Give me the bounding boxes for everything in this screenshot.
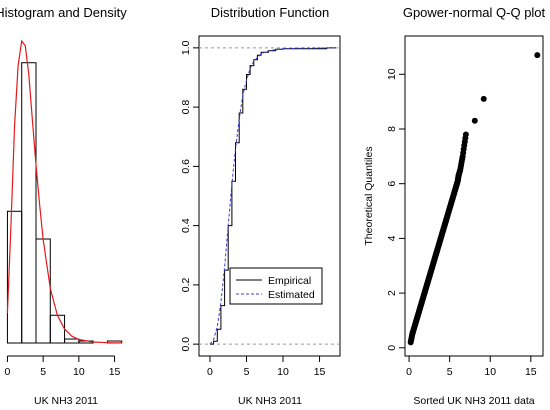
legend-estimated-label: Estimated [268, 289, 315, 301]
cdf-series-estimated [209, 47, 335, 345]
cdf-y-tick-label: 1.0 [180, 40, 192, 55]
histogram-xlabel: UK NH3 2011 [34, 395, 98, 407]
histogram-bar [35, 238, 51, 344]
histogram-bar [49, 314, 66, 344]
cdf-legend: Empirical Estimated [229, 267, 323, 305]
histogram-title: Histogram and Density [0, 5, 127, 20]
cdf-x-tick-label: 10 [277, 366, 289, 378]
qq-x-tick-label: 0 [406, 366, 412, 378]
cdf-y-tick-label: 0.6 [180, 159, 192, 174]
cdf-xlabel: UK NH3 2011 [238, 395, 302, 407]
cdf-x-tick-label: 15 [314, 366, 326, 378]
qq-point [462, 131, 469, 138]
histogram-x-tick-label: 10 [73, 366, 85, 378]
qq-point [534, 52, 541, 59]
cdf-plot-frame [198, 35, 341, 357]
cdf-y-tick-label: 0.4 [180, 218, 192, 233]
histogram-bar [6, 210, 23, 344]
histogram-panel: Histogram and Density UK NH3 2011 0 5 10 15 [0, 5, 127, 407]
qq-y-tick-label: 10 [386, 68, 398, 80]
density-curve [6, 39, 122, 344]
qq-y-tick-label: 4 [386, 235, 398, 241]
qq-panel: Gpower-normal Q-Q plot Sorted UK NH3 201… [363, 5, 546, 407]
qq-y-tick-label: 6 [386, 181, 398, 187]
qq-y-tick-label: 2 [386, 290, 398, 296]
histogram-x-tick-label: 0 [5, 366, 11, 378]
qq-x-tick-label: 10 [484, 366, 496, 378]
legend-box [229, 267, 323, 305]
cdf-y-tick-label: 0.0 [180, 337, 192, 352]
histogram-bar [64, 338, 80, 344]
cdf-x-tick-label: 5 [244, 366, 250, 378]
qq-x-tick-label: 15 [525, 366, 537, 378]
cdf-panel: Distribution Function UK NH3 2011 0 5 10 15… [180, 5, 341, 407]
histogram-x-tick-label: 15 [109, 366, 121, 378]
qq-point [480, 95, 487, 102]
histogram-bar [21, 62, 37, 344]
qq-title: Gpower-normal Q-Q plot [403, 5, 546, 20]
qq-plot-frame [404, 35, 544, 357]
cdf-title: Distribution Function [211, 5, 330, 20]
cdf-y-tick-label: 0.2 [180, 277, 192, 292]
qq-ylabel: Theoretical Quantiles [363, 146, 375, 245]
qq-xlabel: Sorted UK NH3 2011 data [413, 395, 534, 407]
qq-x-tick-label: 5 [447, 366, 453, 378]
qq-y-tick-label: 0 [386, 345, 398, 351]
histogram-x-tick-label: 5 [40, 366, 46, 378]
cdf-x-tick-label: 0 [207, 366, 213, 378]
legend-empirical-label: Empirical [268, 275, 311, 287]
cdf-series-empirical [210, 47, 337, 345]
qq-point [471, 117, 478, 124]
cdf-y-tick-label: 0.8 [180, 100, 192, 115]
qq-y-tick-label: 8 [386, 126, 398, 132]
